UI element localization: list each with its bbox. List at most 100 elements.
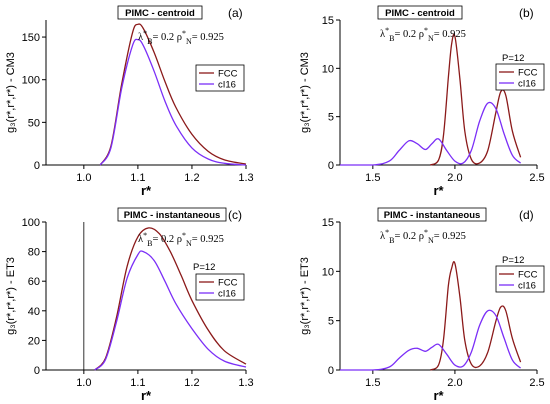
chart-title: PIMC - instantaneous [384,210,481,221]
legend [495,265,545,293]
y-tick-label: 0 [328,365,334,377]
y-tick-label: 0 [34,160,40,172]
y-tick-label: 100 [22,75,40,87]
param-rho-sup: * [182,231,186,240]
param-rho: ρ [419,29,424,40]
y-tick-label: 0 [34,365,40,377]
y-tick-label: 10 [322,63,334,75]
x-tick-label: 1.1 [130,172,145,184]
title-box [117,5,203,20]
params: λ*B= 0.2 ρ*N= 0.925 [380,26,466,43]
p-label: P=12 [193,262,215,273]
y-tick-label: 0 [328,160,334,172]
param-lambda: λ [380,231,386,242]
param-rho-sub: N [428,236,434,245]
param-rho-sub: N [186,239,192,248]
x-tick-label: 1.3 [238,172,253,184]
param-lambda: λ [138,234,144,245]
param-lambda-sub: B [147,239,152,248]
param-rho-value: = 0.925 [434,231,466,242]
series-line-fcc [429,261,522,371]
legend-label-fcc: FCC [218,69,238,80]
param-lambda-value: = 0.2 [152,234,174,245]
legend [195,273,245,301]
y-tick-label: 10 [322,266,334,278]
param-lambda-value: = 0.2 [152,32,174,43]
y-tick-label: 100 [22,217,40,229]
legend-label-ci16: cI16 [518,281,536,292]
x-axis-label: r* [141,183,152,198]
legend [495,63,545,91]
x-tick-label: 1.0 [76,172,91,184]
param-rho-sup: * [182,29,186,38]
param-rho-sub: N [186,37,192,46]
param-rho-sup: * [424,228,428,237]
params: λ*B= 0.2 ρ*N= 0.925 [138,231,224,248]
y-axis-label: g₃(r*,r*,r*) - ET3 [299,257,311,335]
legend-label-fcc: FCC [218,278,238,289]
param-lambda-sub: B [389,236,394,245]
p-label: P=12 [502,53,524,64]
param-lambda-sub: B [147,37,152,46]
x-tick-label: 1.0 [76,377,91,389]
legend [195,64,245,92]
legend-label-ci16: cI16 [518,79,536,90]
param-lambda-sup: * [385,228,389,237]
title-box [377,207,487,222]
param-lambda-sup: * [385,26,389,35]
param-lambda-sub: B [389,34,394,43]
y-tick-label: 5 [328,316,334,328]
param-rho-value: = 0.925 [434,29,466,40]
series-line-fcc [94,227,247,371]
x-tick-label: 2.5 [529,377,544,389]
series-line-ci16 [94,250,247,371]
title-box [117,207,227,222]
y-axis-label: g₃(r*,r*,r*) - CM3 [5,52,17,133]
chart-title: PIMC - centroid [385,8,455,19]
y-tick-label: 15 [322,15,334,27]
param-rho-sup: * [424,26,428,35]
series-line-fcc [99,23,247,166]
param-rho: ρ [419,231,424,242]
param-rho-value: = 0.925 [192,32,224,43]
legend-label-ci16: cI16 [218,80,236,91]
chart-title: PIMC - instantaneous [124,210,221,221]
param-rho: ρ [177,32,182,43]
x-tick-label: 1.5 [365,172,380,184]
x-tick-label: 2.0 [447,377,462,389]
x-axis-label: r* [141,388,152,403]
y-tick-label: 150 [22,32,40,44]
x-axis-label: r* [433,388,444,403]
x-tick-label: 1.2 [184,377,199,389]
param-lambda: λ [138,32,144,43]
param-rho: ρ [177,234,182,245]
x-tick-label: 1.5 [365,377,380,389]
y-tick-label: 80 [28,247,40,259]
param-lambda: λ [380,29,386,40]
panel-1: 1.0 1.1 1.2 1.3 0 50 100 150 PIMC - centroid (a) λ… [5,5,254,198]
params: λ*B= 0.2 ρ*N= 0.925 [138,29,224,46]
x-tick-label: 1.3 [238,377,253,389]
series-line-ci16 [339,309,522,371]
x-tick-label: 1.1 [130,377,145,389]
x-axis-label: r* [433,183,444,198]
chart-title: PIMC - centroid [125,8,195,19]
legend-label-fcc: FCC [518,270,538,281]
params: λ*B= 0.2 ρ*N= 0.925 [380,228,466,245]
y-tick-label: 60 [28,276,40,288]
legend-label-fcc: FCC [518,68,538,79]
series-line-ci16 [340,101,522,166]
param-rho-sub: N [428,34,434,43]
panel-letter: (a) [228,6,243,20]
p-label: P=12 [502,255,524,266]
panel-letter: (c) [228,208,242,222]
param-rho-value: = 0.925 [192,234,224,245]
x-tick-label: 2.0 [447,172,462,184]
x-tick-label: 1.2 [184,172,199,184]
y-tick-label: 40 [28,306,40,318]
y-tick-label: 5 [328,112,334,124]
param-lambda-sup: * [143,231,147,240]
